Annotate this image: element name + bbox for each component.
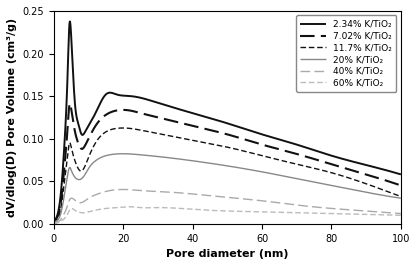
- Y-axis label: dV/dlog(D) Pore Volume (cm³/g): dV/dlog(D) Pore Volume (cm³/g): [7, 18, 17, 217]
- Legend: 2.34% K/TiO₂, 7.02% K/TiO₂, 11.7% K/TiO₂, 20% K/TiO₂, 40% K/TiO₂, 60% K/TiO₂: 2.34% K/TiO₂, 7.02% K/TiO₂, 11.7% K/TiO₂…: [296, 15, 396, 92]
- X-axis label: Pore diameter (nm): Pore diameter (nm): [166, 249, 289, 259]
